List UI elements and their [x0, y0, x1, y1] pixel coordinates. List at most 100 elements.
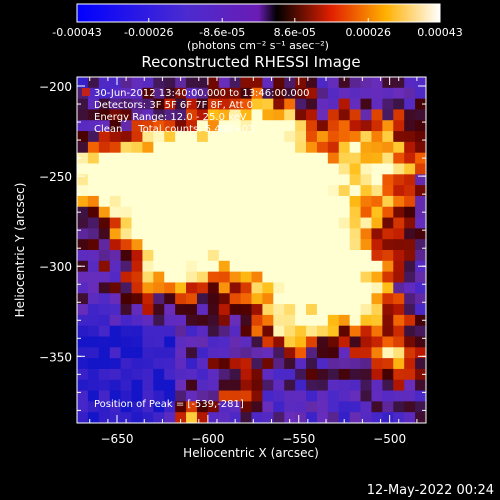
heatmap-cell	[316, 141, 329, 154]
heatmap-cell	[164, 163, 176, 175]
heatmap-cell	[240, 304, 253, 316]
heatmap-cell	[349, 390, 362, 402]
heatmap-cell	[349, 293, 362, 305]
colorbar-tick-label: -0.00026	[124, 26, 173, 39]
heatmap-cell	[109, 152, 122, 165]
heatmap-cell	[371, 131, 383, 143]
heatmap-cell	[120, 185, 133, 197]
heatmap-cell	[229, 77, 242, 89]
heatmap-cell	[120, 87, 133, 100]
heatmap-cell	[186, 185, 198, 197]
heatmap-cell	[316, 195, 329, 208]
heatmap-cell	[327, 260, 340, 273]
heatmap-cell	[240, 141, 253, 154]
heatmap-cell	[415, 293, 426, 305]
heatmap-cell	[284, 379, 296, 392]
heatmap-cell	[164, 347, 176, 359]
heatmap-cell	[98, 304, 111, 316]
heatmap-cell	[98, 379, 111, 392]
heatmap-cell	[120, 120, 133, 132]
heatmap-cell	[251, 174, 264, 186]
heatmap-cell	[120, 163, 133, 175]
heatmap-cell	[109, 163, 122, 175]
heatmap-cell	[349, 271, 362, 284]
heatmap-cell	[316, 412, 329, 423]
heatmap-cell	[196, 163, 209, 175]
heatmap-cell	[229, 131, 242, 143]
heatmap-cell	[196, 336, 209, 348]
heatmap-cell	[109, 228, 122, 240]
heatmap-cell	[229, 304, 242, 316]
heatmap-cell	[371, 304, 383, 316]
heatmap-cell	[153, 109, 165, 121]
heatmap-cell	[415, 390, 426, 402]
heatmap-cell	[218, 368, 231, 381]
heatmap-cell	[131, 293, 144, 305]
heatmap-cell	[77, 217, 89, 229]
heatmap-cell	[382, 412, 394, 423]
heatmap-cell	[316, 314, 329, 327]
heatmap-cell	[273, 379, 285, 392]
heatmap-cell	[120, 98, 133, 111]
heatmap-cell	[207, 412, 220, 423]
heatmap-cell	[87, 109, 100, 121]
heatmap-cell	[316, 379, 329, 392]
heatmap-cell	[360, 293, 373, 305]
heatmap-cell	[327, 98, 340, 111]
heatmap-cell	[382, 98, 394, 111]
heatmap-cell	[273, 109, 285, 121]
heatmap-cell	[175, 217, 187, 229]
heatmap-cell	[371, 260, 383, 273]
heatmap-cell	[338, 185, 351, 197]
heatmap-cell	[196, 314, 209, 327]
heatmap-cell	[196, 77, 209, 89]
heatmap-cell	[153, 163, 165, 175]
heatmap-cell	[196, 195, 209, 208]
legend-marker	[82, 88, 90, 96]
heatmap-cell	[393, 185, 405, 197]
heatmap-cell	[415, 109, 426, 121]
heatmap-cell	[164, 368, 176, 381]
heatmap-cell	[229, 109, 242, 121]
heatmap-cell	[196, 217, 209, 229]
heatmap-cell	[393, 304, 405, 316]
heatmap-cell	[229, 358, 242, 370]
heatmap-cell	[98, 260, 111, 273]
heatmap-cell	[142, 336, 154, 348]
heatmap-cell	[142, 141, 154, 154]
heatmap-cell	[404, 152, 416, 165]
heatmap-cell	[153, 336, 165, 348]
heatmap-cell	[218, 163, 231, 175]
heatmap-cell	[142, 217, 154, 229]
heatmap-cell	[131, 401, 144, 413]
heatmap-cell	[218, 325, 231, 338]
heatmap-cell	[415, 325, 426, 338]
heatmap-cell	[186, 336, 198, 348]
heatmap-cell	[87, 304, 100, 316]
heatmap-cell	[415, 131, 426, 143]
heatmap-cell	[284, 347, 296, 359]
heatmap-cell	[338, 217, 351, 229]
heatmap-cell	[164, 401, 176, 413]
heatmap-cell	[262, 87, 274, 100]
heatmap-cell	[284, 174, 296, 186]
heatmap-cell	[404, 293, 416, 305]
heatmap-cell	[142, 368, 154, 381]
heatmap-cell	[196, 325, 209, 338]
heatmap-cell	[273, 195, 285, 208]
heatmap-cell	[306, 120, 318, 132]
heatmap-cell	[360, 250, 373, 262]
heatmap-cell	[87, 325, 100, 338]
heatmap-cell	[164, 152, 176, 165]
heatmap-cell	[207, 347, 220, 359]
heatmap-cell	[109, 282, 122, 294]
heatmap-cell	[316, 325, 329, 338]
heatmap-cell	[316, 174, 329, 186]
heatmap-cell	[196, 368, 209, 381]
heatmap-cell	[371, 77, 383, 89]
heatmap-cell	[349, 282, 362, 294]
heatmap-cell	[218, 379, 231, 392]
heatmap-cell	[306, 379, 318, 392]
heatmap-cell	[382, 185, 394, 197]
heatmap-cell	[349, 131, 362, 143]
